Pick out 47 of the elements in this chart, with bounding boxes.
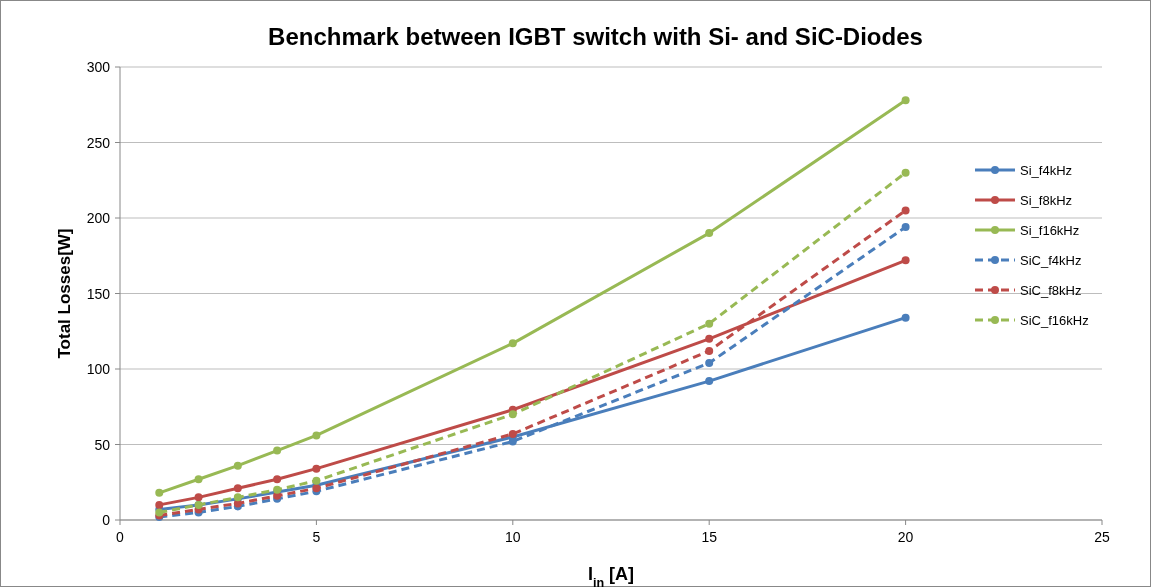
point xyxy=(901,256,910,265)
y-tick-label: 300 xyxy=(86,59,111,75)
point xyxy=(194,475,203,484)
legend-label: Si_f16kHz xyxy=(1020,223,1080,238)
point xyxy=(155,500,164,509)
x-tick-label: 5 xyxy=(312,529,321,545)
x-tick-label: 20 xyxy=(897,529,914,545)
point xyxy=(508,339,517,348)
x-tick-label: 0 xyxy=(116,529,125,545)
point xyxy=(312,476,321,485)
x-axis-title: I$_{in}$ [A] xyxy=(587,564,635,587)
legend-label: SiC_f8kHz xyxy=(1020,283,1082,298)
point xyxy=(233,484,242,493)
y-tick-label: 200 xyxy=(86,210,111,226)
point xyxy=(705,377,714,386)
y-tick-label: 150 xyxy=(86,285,111,302)
point xyxy=(901,206,910,215)
legend-label: SiC_f4kHz xyxy=(1020,253,1082,268)
chart-title: Benchmark between IGBT switch with Si- and SiC-Diodes xyxy=(268,23,923,50)
point xyxy=(901,223,910,232)
legend-label: Si_f4kHz xyxy=(1020,163,1073,178)
point xyxy=(233,461,242,470)
point xyxy=(273,446,282,455)
point xyxy=(901,313,910,322)
point xyxy=(901,96,910,105)
y-tick-label: 50 xyxy=(94,436,111,453)
point xyxy=(312,431,321,440)
point xyxy=(705,229,714,238)
legend-label: Si_f8kHz xyxy=(1020,193,1073,208)
y-tick-label: 100 xyxy=(86,361,111,377)
x-tick-label: 10 xyxy=(505,529,521,545)
y-tick-label: 250 xyxy=(86,134,111,151)
point xyxy=(705,346,714,355)
legend-label: SiC_f16kHz xyxy=(1020,313,1089,328)
point xyxy=(705,358,714,367)
y-tick-label: 0 xyxy=(102,512,111,528)
x-tick-label: 15 xyxy=(701,529,718,545)
point xyxy=(901,168,910,177)
point xyxy=(155,488,164,497)
point xyxy=(312,464,321,473)
point xyxy=(705,334,714,343)
y-axis-title: Total Losses[W] xyxy=(55,228,74,359)
point xyxy=(705,319,714,328)
point xyxy=(273,475,282,484)
x-tick-label: 25 xyxy=(1094,529,1110,545)
point xyxy=(508,410,517,419)
point xyxy=(194,493,203,502)
